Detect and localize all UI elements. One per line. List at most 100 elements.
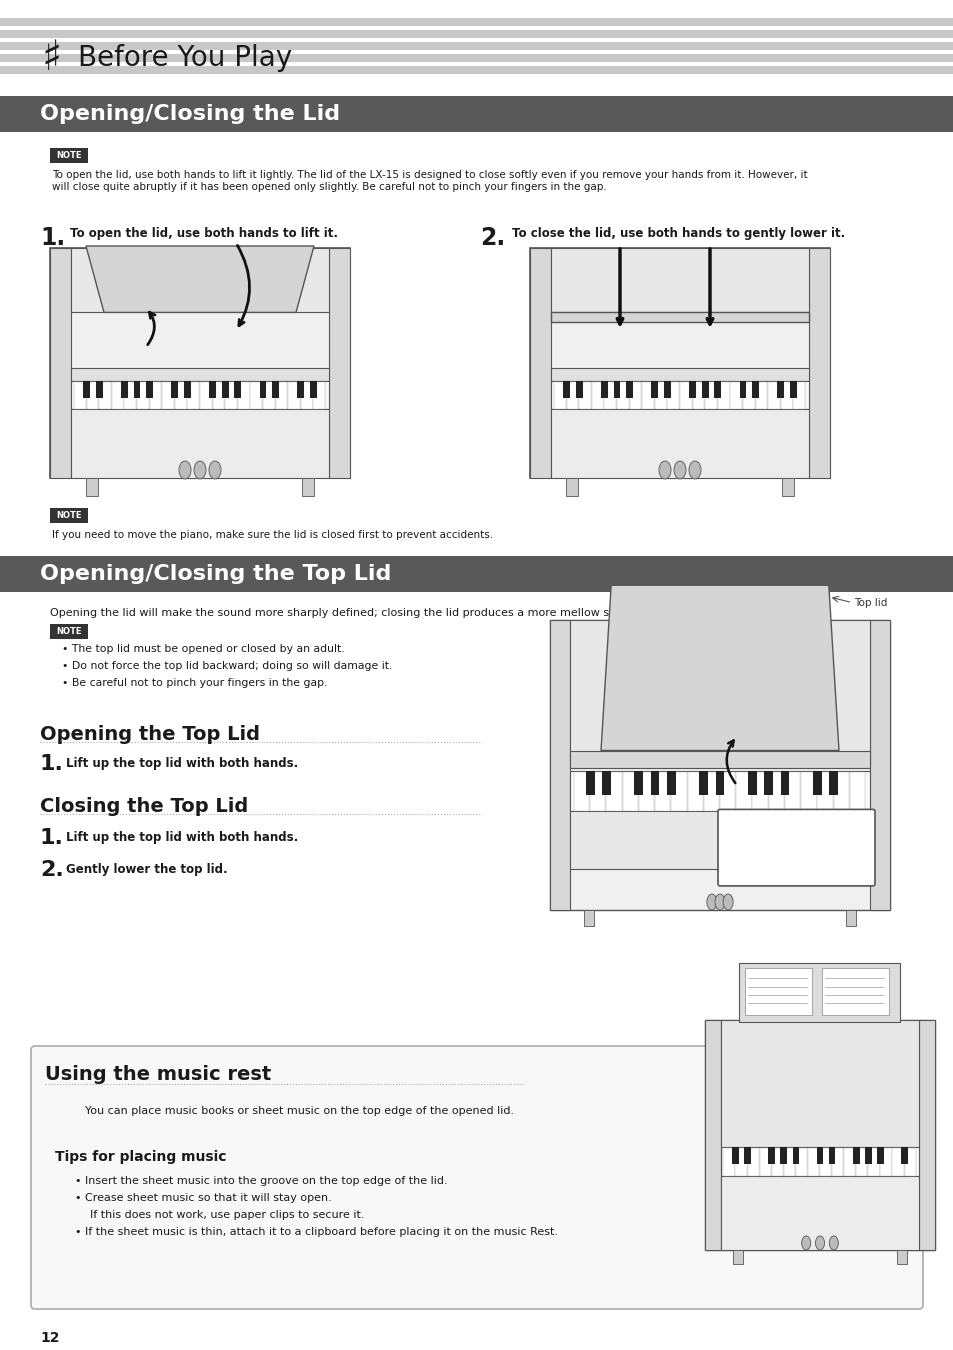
Bar [606,772,621,811]
Bar [739,382,745,398]
Bar [50,624,88,639]
Text: To open the lid, use both hands to lift it lightly. The lid of the LX-15 is desi: To open the lid, use both hands to lift … [52,170,807,192]
Ellipse shape [688,460,700,479]
FancyBboxPatch shape [718,810,874,886]
Bar [688,382,696,398]
Ellipse shape [193,460,206,479]
Bar [703,772,719,811]
Text: Opening the lid will make the sound more sharply defined; closing the lid produc: Opening the lid will make the sound more… [50,608,640,618]
Text: • Insert the sheet music into the groove on the top edge of the lid.: • Insert the sheet music into the groove… [75,1176,447,1187]
Bar [162,382,173,409]
Text: NOTE: NOTE [56,151,82,161]
Ellipse shape [179,460,191,479]
Bar [583,910,594,926]
Bar [743,1146,750,1165]
Bar [720,1176,918,1250]
Bar [570,620,869,765]
Bar [613,382,619,398]
Ellipse shape [815,1237,823,1250]
Bar [565,478,578,495]
Bar [570,811,869,869]
Text: NOTE: NOTE [56,626,82,636]
Bar [589,772,605,811]
Bar [801,772,816,811]
Ellipse shape [828,1237,838,1250]
Bar [821,968,888,1015]
Bar [808,248,829,478]
Bar [0,556,953,593]
Bar [550,620,570,910]
Bar [784,772,800,811]
Bar [272,382,279,398]
Bar [714,382,720,398]
Bar [209,382,215,398]
Ellipse shape [209,460,221,479]
Bar [329,248,350,478]
Bar [591,382,603,409]
Bar [780,382,792,409]
Bar [876,1146,882,1165]
Bar [187,382,199,409]
Bar [747,771,756,795]
Bar [302,478,314,495]
Bar [275,382,287,409]
Bar [849,772,864,811]
Bar [121,382,128,398]
Bar [651,382,658,398]
Bar [71,382,329,409]
Bar [585,771,594,795]
Text: Opening the Top Lid: Opening the Top Lid [40,725,260,744]
Bar [551,248,808,312]
Bar [816,1146,822,1165]
Text: 2.: 2. [40,860,64,880]
Text: Opening/Closing the Top Lid: Opening/Closing the Top Lid [40,564,391,585]
Bar [780,1146,786,1165]
Text: • Do not force the top lid backward; doing so will damage it.: • Do not force the top lid backward; doi… [62,662,392,671]
Bar [720,772,735,811]
Bar [551,382,808,409]
Bar [730,382,741,409]
Bar [793,382,804,409]
Bar [184,382,191,398]
Bar [687,772,702,811]
Text: 12: 12 [40,1331,59,1345]
Bar [901,1146,907,1165]
Bar [310,382,316,398]
Bar [655,772,670,811]
Ellipse shape [659,460,670,479]
Bar [720,1146,918,1176]
Bar [263,382,274,409]
Bar [768,772,783,811]
Bar [600,382,607,398]
Text: 1.: 1. [40,755,64,774]
Bar [137,382,149,409]
Bar [250,382,262,409]
Text: Closing the Top Lid: Closing the Top Lid [40,796,248,815]
Bar [845,910,855,926]
Bar [654,382,666,409]
Bar [573,772,589,811]
Bar [634,771,642,795]
FancyBboxPatch shape [30,1046,923,1310]
Bar [704,1021,720,1250]
Bar [856,1148,866,1176]
Bar [550,620,889,910]
Ellipse shape [722,894,733,910]
Bar [755,382,766,409]
Bar [783,1148,794,1176]
Bar [50,248,350,478]
Ellipse shape [714,894,724,910]
Bar [622,772,638,811]
Bar [792,1146,799,1165]
Bar [715,771,723,795]
Bar [699,771,707,795]
Bar [828,1146,835,1165]
Bar [566,382,578,409]
Bar [903,1148,915,1176]
Bar [575,382,582,398]
Text: If you need to move the piano, make sure the lid is closed first to prevent acci: If you need to move the piano, make sure… [52,531,493,540]
Ellipse shape [706,894,716,910]
Text: Lift up the top lid with both hands.: Lift up the top lid with both hands. [66,832,298,845]
Text: To close the lid, use both hands to gently lower it.: To close the lid, use both hands to gent… [512,228,844,240]
Text: Top lid: Top lid [853,598,886,608]
